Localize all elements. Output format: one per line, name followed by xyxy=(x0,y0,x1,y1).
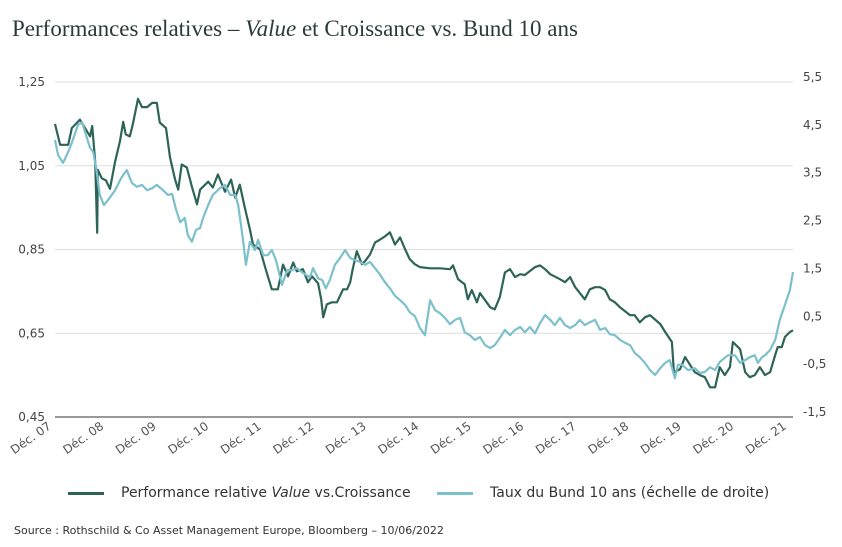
right-tick-label: 3,5 xyxy=(803,166,822,180)
x-tick-label: Déc. 17 xyxy=(533,419,579,457)
x-tick-label: Déc. 21 xyxy=(743,419,789,457)
left-axis-ticks: 0,45 0,65 0,85 1,05 1,25 xyxy=(18,75,45,424)
legend-label-green: Performance relative Value vs.Croissance xyxy=(121,485,411,501)
x-tick-label: Déc. 10 xyxy=(165,419,211,457)
gridlines xyxy=(55,81,793,418)
right-tick-label: 2,5 xyxy=(803,214,822,228)
left-tick-label: 0,65 xyxy=(18,326,45,340)
x-tick-label: Déc. 16 xyxy=(480,419,526,457)
series-lines xyxy=(53,97,795,389)
x-tick-label: Déc. 18 xyxy=(585,419,631,457)
right-tick-label: 5,5 xyxy=(803,70,822,84)
x-tick-label: Déc. 11 xyxy=(218,419,264,457)
title-part1: Performances relatives – xyxy=(12,16,246,41)
x-axis-ticks: Déc. 07 Déc. 08 Déc. 09 Déc. 10 Déc. 11 Déc. … xyxy=(8,419,789,457)
x-tick-label: Déc. 14 xyxy=(375,419,421,457)
x-tick-label: Déc. 08 xyxy=(60,419,106,457)
legend-label-blue: Taux du Bund 10 ans (échelle de droite) xyxy=(490,485,770,501)
right-tick-label: 0,5 xyxy=(803,309,822,323)
legend-swatch-blue xyxy=(437,491,473,495)
source-note: Source : Rothschild & Co Asset Managemen… xyxy=(14,524,444,537)
right-tick-label: -1,5 xyxy=(803,405,826,419)
title-part2: et Croissance vs. Bund 10 ans xyxy=(296,16,578,41)
left-tick-label: 0,45 xyxy=(18,410,45,424)
right-tick-label: 1,5 xyxy=(803,261,822,275)
x-tick-label: Déc. 13 xyxy=(323,419,369,457)
legend-green-italic: Value xyxy=(271,485,311,501)
right-axis-ticks: -1,5 -0,5 0,5 1,5 2,5 3,5 4,5 5,5 xyxy=(803,70,826,419)
right-tick-label: -0,5 xyxy=(803,357,826,371)
series-line-bund-10y xyxy=(53,121,795,380)
legend-green-prefix: Performance relative xyxy=(121,485,272,501)
chart-title: Performances relatives – Value et Croiss… xyxy=(12,16,578,42)
legend-item-value-vs-growth: Performance relative Value vs.Croissance xyxy=(68,485,411,501)
left-tick-label: 1,05 xyxy=(18,159,45,173)
x-tick-label: Déc. 19 xyxy=(638,419,684,457)
x-tick-label: Déc. 09 xyxy=(113,419,159,457)
right-tick-label: 4,5 xyxy=(803,118,822,132)
x-tick-label: Déc. 07 xyxy=(8,419,54,457)
legend-swatch-green xyxy=(68,491,104,495)
series-line-value-vs-growth xyxy=(53,97,794,389)
legend-green-suffix: vs.Croissance xyxy=(310,485,411,501)
x-tick-label: Déc. 12 xyxy=(270,419,316,457)
left-tick-label: 0,85 xyxy=(18,243,45,257)
x-tick-label: Déc. 15 xyxy=(428,419,474,457)
x-tick-label: Déc. 20 xyxy=(690,419,736,457)
legend-item-bund: Taux du Bund 10 ans (échelle de droite) xyxy=(437,485,769,501)
left-tick-label: 1,25 xyxy=(18,75,45,89)
title-italic: Value xyxy=(245,16,297,41)
